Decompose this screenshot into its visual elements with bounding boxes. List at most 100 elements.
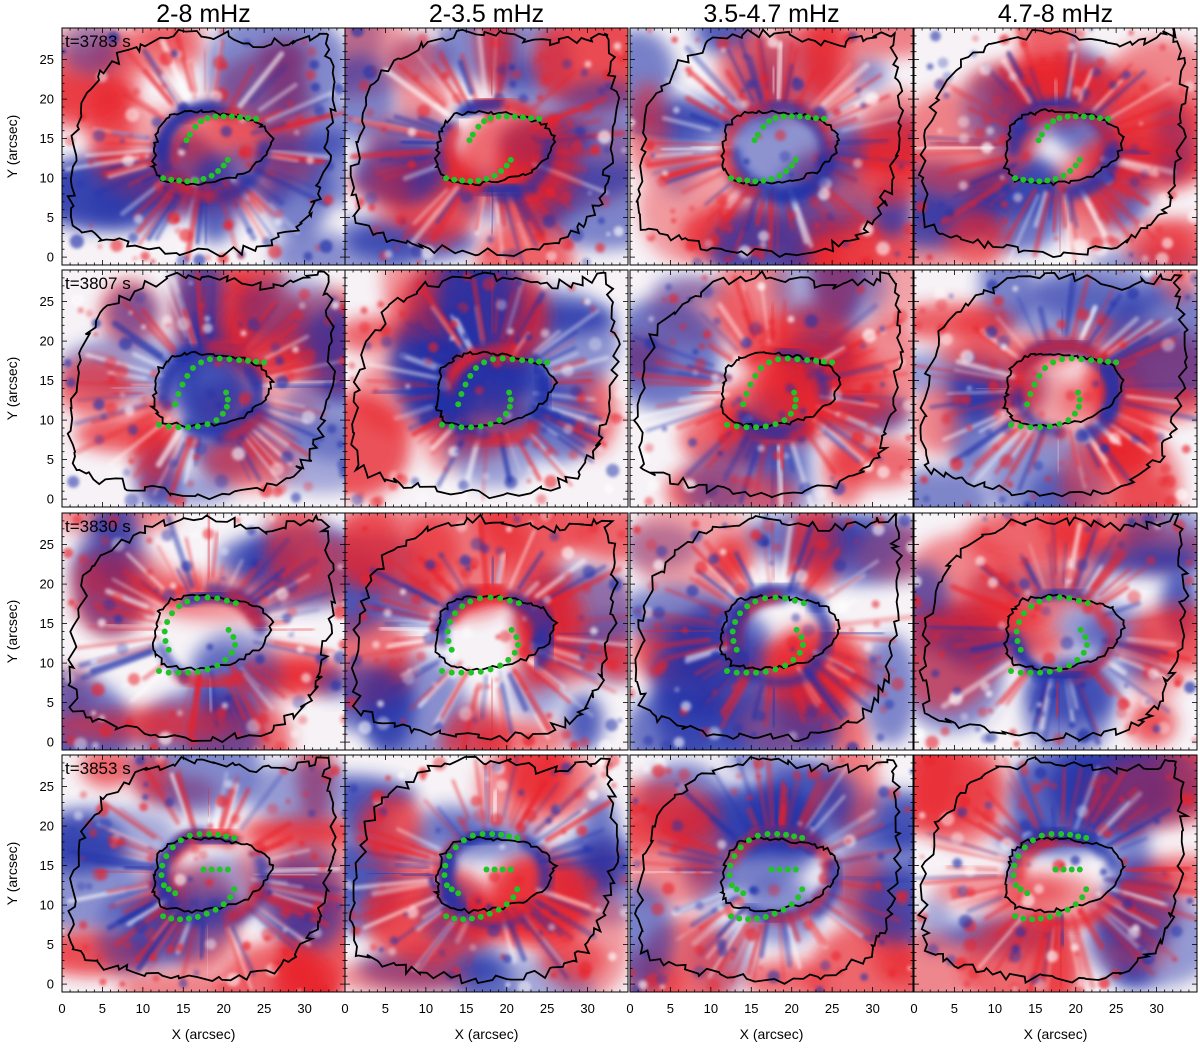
speckle: [509, 80, 517, 88]
speckle: [576, 393, 587, 404]
ring-segment: [1032, 587, 1089, 604]
speckle: [703, 329, 712, 339]
y-tick-label: 0: [47, 250, 54, 265]
field-blob: [315, 669, 345, 698]
speckle: [816, 537, 829, 551]
speckle: [168, 710, 176, 718]
speckle: [762, 539, 770, 547]
wave-front-point: [215, 831, 222, 838]
speckle: [930, 30, 941, 42]
speckle: [536, 94, 544, 101]
filament: [805, 672, 837, 714]
speckle: [449, 336, 455, 341]
speckle: [511, 69, 522, 80]
speckle: [89, 828, 98, 838]
filament: [1077, 679, 1101, 738]
wave-front-point: [161, 628, 168, 635]
speckle: [979, 64, 992, 76]
wave-front-point: [744, 177, 751, 184]
wave-front-point: [459, 603, 466, 610]
speckle: [540, 425, 549, 434]
speckle: [822, 723, 830, 730]
filament: [185, 60, 196, 94]
filament: [239, 774, 283, 831]
speckle: [179, 228, 193, 243]
speckle: [630, 118, 636, 127]
filament: [430, 196, 461, 242]
speckle: [846, 741, 859, 750]
speckle: [225, 694, 233, 702]
filament: [537, 894, 584, 919]
filament: [555, 636, 628, 647]
speckle: [1021, 151, 1031, 161]
ring-segment: [722, 102, 767, 153]
filament: [148, 323, 175, 353]
filament: [818, 559, 880, 603]
speckle: [898, 514, 911, 527]
wave-front-point: [231, 886, 238, 893]
speckle: [943, 92, 950, 99]
penumbra-contour: [350, 513, 619, 743]
filament: [953, 368, 1006, 380]
speckle: [202, 528, 214, 540]
filament: [1095, 182, 1142, 231]
filament: [552, 151, 590, 158]
speckle: [721, 587, 727, 593]
speckle: [309, 765, 315, 771]
filament: [174, 772, 199, 839]
filament: [194, 270, 206, 336]
speckle: [274, 217, 283, 226]
filament: [1052, 195, 1058, 233]
wave-front-point: [227, 894, 234, 901]
speckle: [334, 83, 345, 95]
filament: [541, 118, 602, 136]
filament: [695, 409, 727, 426]
speckle: [291, 560, 299, 567]
speckle: [495, 634, 501, 640]
wave-front-point: [158, 872, 165, 879]
speckle: [746, 79, 757, 90]
speckle: [297, 988, 302, 992]
filament: [395, 854, 439, 866]
ring-segment: [174, 668, 245, 690]
speckle: [685, 239, 698, 252]
filament: [131, 382, 161, 388]
filament: [1107, 81, 1172, 120]
wave-front-markers: [1012, 113, 1112, 185]
ring-segment: [718, 147, 761, 200]
speckle: [202, 182, 212, 191]
wave-front-point: [164, 619, 171, 625]
speckle: [931, 631, 941, 641]
speckle: [1127, 590, 1141, 604]
speckle: [438, 949, 447, 957]
speckle: [828, 388, 843, 402]
penumbra-contour: [66, 270, 337, 501]
wave-front-point: [159, 862, 166, 869]
filament: [179, 925, 197, 982]
panel-content: [62, 270, 345, 507]
wave-front-point: [772, 594, 779, 601]
speckle: [660, 740, 673, 750]
filament: [1106, 319, 1154, 355]
time-label: t=3783 s: [65, 32, 131, 51]
speckle: [1073, 238, 1088, 253]
speckle: [716, 36, 730, 50]
speckle: [264, 935, 270, 941]
wave-front-point: [800, 600, 807, 607]
speckle: [965, 501, 971, 507]
speckle: [674, 686, 680, 693]
filament: [391, 150, 447, 160]
speckle: [977, 707, 988, 718]
filament: [519, 303, 542, 339]
wave-front-point: [192, 177, 199, 184]
filament: [1113, 651, 1170, 677]
speckle: [711, 373, 720, 382]
speckle: [287, 629, 292, 634]
speckle: [1129, 252, 1134, 257]
wave-front-point: [513, 634, 520, 640]
speckle: [689, 205, 695, 212]
speckle: [133, 28, 138, 32]
wave-front-point: [758, 365, 764, 371]
filament: [223, 923, 251, 992]
speckle: [271, 960, 284, 973]
